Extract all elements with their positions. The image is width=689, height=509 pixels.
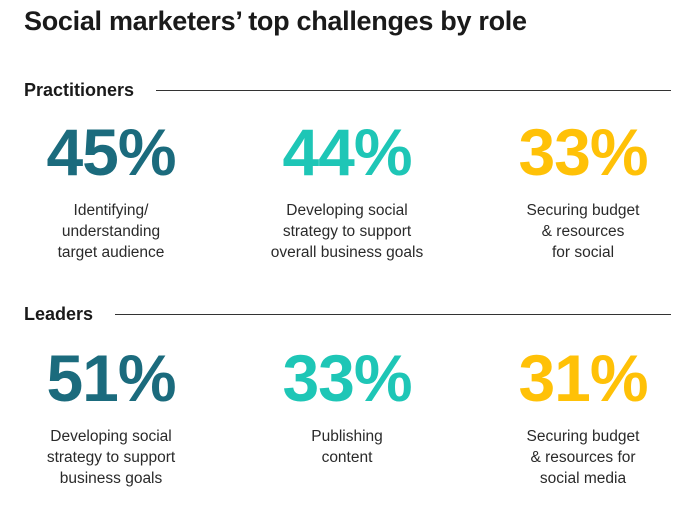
stat-leaders-2: 33% Publishing content — [247, 343, 447, 468]
stat-practitioners-3: 33% Securing budget & resources for soci… — [483, 117, 683, 263]
section-label-practitioners: Practitioners — [24, 79, 135, 100]
section-divider — [156, 89, 671, 91]
stat-label: Securing budget & resources for social m… — [526, 428, 640, 487]
stat-value: 44% — [282, 115, 412, 189]
stat-value: 45% — [46, 115, 176, 189]
stat-value: 33% — [282, 341, 412, 415]
stat-practitioners-1: 45% Identifying/ understanding target au… — [11, 117, 211, 263]
stat-label: Developing social strategy to support bu… — [46, 428, 176, 487]
stat-leaders-3: 31% Securing budget & resources for soci… — [483, 343, 683, 489]
stat-value: 33% — [518, 115, 648, 189]
section-header-practitioners: Practitioners — [24, 79, 671, 101]
stat-value: 51% — [46, 341, 176, 415]
section-header-leaders: Leaders — [24, 303, 671, 325]
stat-leaders-1: 51% Developing social strategy to suppor… — [11, 343, 211, 489]
stat-value: 31% — [518, 341, 648, 415]
section-label-leaders: Leaders — [24, 303, 94, 324]
stat-label: Developing social strategy to support ov… — [270, 202, 424, 261]
stat-label: Securing budget & resources for social — [526, 202, 640, 261]
stat-label: Identifying/ understanding target audien… — [57, 202, 165, 261]
stat-practitioners-2: 44% Developing social strategy to suppor… — [247, 117, 447, 263]
section-divider — [115, 313, 671, 315]
chart-title: Social marketers’ top challenges by role — [24, 6, 527, 36]
stat-label: Publishing content — [311, 428, 383, 466]
